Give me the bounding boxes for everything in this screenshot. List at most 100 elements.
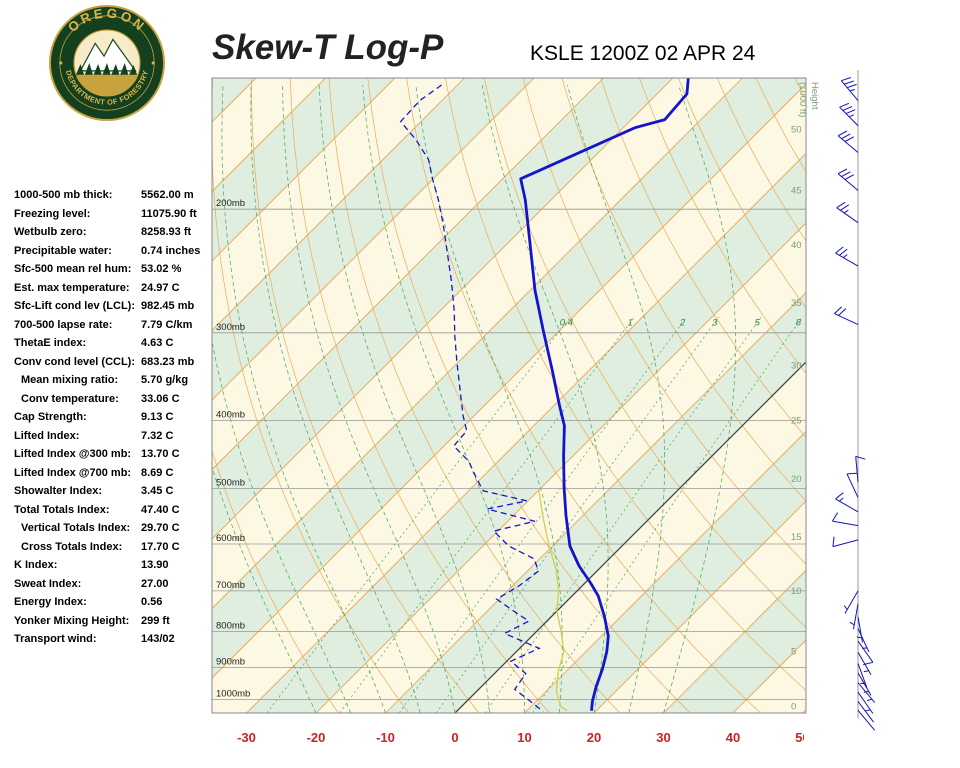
page-title: Skew-T Log-P <box>212 28 444 67</box>
index-row: Total Totals Index: 47.40 C <box>14 501 210 520</box>
index-label: Mean mixing ratio: <box>21 374 119 386</box>
index-value: 7.79 C/km <box>141 318 193 331</box>
height-tick-label: 50 <box>791 125 802 136</box>
index-value: 13.70 C <box>141 448 180 460</box>
wetbulb-trace <box>538 490 568 712</box>
skew-bands <box>212 78 806 713</box>
index-label: 1000-500 mb thick: <box>14 189 113 201</box>
index-row: K Index: 13.90 <box>14 556 210 575</box>
mixing-ratio-labels: 0.4 1 2 3 5 8 <box>560 317 802 328</box>
odf-logo: OREGON DEPARTMENT OF FORESTRY <box>48 4 166 122</box>
index-value: 5562.00 m <box>141 189 194 201</box>
index-row: Cross Totals Index: 17.70 C <box>14 538 210 557</box>
index-row: Est. max temperature: 24.97 C <box>14 279 210 298</box>
wind-barb <box>835 246 859 267</box>
index-label: Freezing level: <box>14 207 91 220</box>
indices-panel: 1000-500 mb thick: 5562.00 m Freezing leve… <box>14 186 210 649</box>
index-label: Est. max temperature: <box>14 281 130 294</box>
index-label: Sfc-Lift cond lev (LCL): <box>14 300 135 312</box>
index-value: 299 ft <box>141 614 170 627</box>
index-row: Conv cond level (CCL): 683.23 mb <box>14 353 210 372</box>
wind-barb <box>837 168 859 191</box>
index-label: Sfc-500 mean rel hum: <box>14 263 132 275</box>
temp-axis-label: 10 <box>517 730 531 745</box>
index-label: Lifted Index: <box>14 429 80 442</box>
wind-barb <box>857 710 876 731</box>
index-row: Energy Index: 0.56 <box>14 593 210 612</box>
mixing-ratio-lines <box>266 316 803 713</box>
height-axis-title: Height <box>809 82 820 110</box>
index-value: 5.70 g/kg <box>141 374 189 386</box>
wind-barb <box>857 651 872 675</box>
wind-barb <box>855 455 866 483</box>
index-row: Sweat Index: 27.00 <box>14 575 210 594</box>
index-label: Wetbulb zero: <box>14 226 87 238</box>
index-row: Vertical Totals Index: 29.70 C <box>14 519 210 538</box>
index-value: 8258.93 ft <box>141 226 192 238</box>
index-label: Conv cond level (CCL): <box>14 355 136 368</box>
index-row: Lifted Index: 7.32 C <box>14 427 210 446</box>
wind-barb <box>846 472 859 498</box>
dry-adiabats <box>212 78 806 713</box>
wind-barb <box>836 201 859 224</box>
index-value: 33.06 C <box>141 392 180 405</box>
index-label: Cross Totals Index: <box>21 540 123 553</box>
index-value: 8.69 C <box>141 466 174 479</box>
index-label: ThetaE index: <box>14 337 87 349</box>
index-value: 4.63 C <box>141 337 174 349</box>
mixing-ratio-label: 5 <box>755 317 761 328</box>
index-label: Sweat Index: <box>14 577 82 590</box>
index-label: Yonker Mixing Height: <box>14 614 130 627</box>
index-value: 143/02 <box>141 633 175 645</box>
height-tick-label: 35 <box>791 298 802 309</box>
pressure-level-label: 500mb <box>216 477 245 488</box>
mixing-ratio-label: 8 <box>796 317 802 328</box>
pressure-level-label: 600mb <box>216 533 245 544</box>
chart-frame <box>211 77 807 714</box>
index-label: Cap Strength: <box>14 411 87 423</box>
wind-barb <box>837 130 859 153</box>
index-row: Freezing level: 11075.90 ft <box>14 205 210 224</box>
index-row: 1000-500 mb thick: 5562.00 m <box>14 186 210 205</box>
index-value: 17.70 C <box>141 540 180 553</box>
index-value: 982.45 mb <box>141 300 195 312</box>
index-row: Wetbulb zero: 8258.93 ft <box>14 223 210 242</box>
index-row: Precipitable water: 0.74 inches <box>14 242 210 261</box>
wind-barb <box>843 590 859 614</box>
index-value: 13.90 <box>141 559 169 571</box>
pressure-level-label: 400mb <box>216 409 245 420</box>
index-label: Conv temperature: <box>21 392 119 405</box>
index-row: Lifted Index @300 mb: 13.70 C <box>14 445 210 464</box>
wind-barb <box>857 682 876 703</box>
height-tick-label: 15 <box>791 532 802 543</box>
index-label: Precipitable water: <box>14 244 112 257</box>
index-row: Mean mixing ratio: 5.70 g/kg <box>14 371 210 390</box>
index-label: Lifted Index @700 mb: <box>14 466 132 479</box>
index-row: Transport wind: 143/02 <box>14 630 210 649</box>
index-value: 24.97 C <box>141 281 180 294</box>
height-tick-label: 10 <box>791 586 802 597</box>
temp-axis-label: 0 <box>451 730 458 745</box>
zero-isotherm <box>454 361 806 713</box>
wind-barb <box>835 492 859 513</box>
mixing-ratio-label: 1 <box>628 317 633 328</box>
temp-axis-label: -10 <box>376 730 395 745</box>
wind-barb <box>856 616 863 643</box>
index-row: Cap Strength: 9.13 C <box>14 408 210 427</box>
index-row: Showalter Index: 3.45 C <box>14 482 210 501</box>
index-value: 27.00 <box>141 577 169 590</box>
height-tick-label: 0 <box>791 702 796 713</box>
index-label: Transport wind: <box>14 633 97 645</box>
wind-barb <box>840 77 859 101</box>
wind-barb-column <box>831 70 876 731</box>
height-tick-label: 30 <box>791 361 802 372</box>
index-value: 0.56 <box>141 596 163 608</box>
logo-trees-icon <box>75 63 138 76</box>
temp-axis-label: 50 <box>795 730 809 745</box>
wind-barb <box>831 512 859 527</box>
index-label: Energy Index: <box>14 596 87 608</box>
wind-barb <box>849 603 859 630</box>
index-row: ThetaE index: 4.63 C <box>14 334 210 353</box>
index-value: 29.70 C <box>141 522 180 534</box>
